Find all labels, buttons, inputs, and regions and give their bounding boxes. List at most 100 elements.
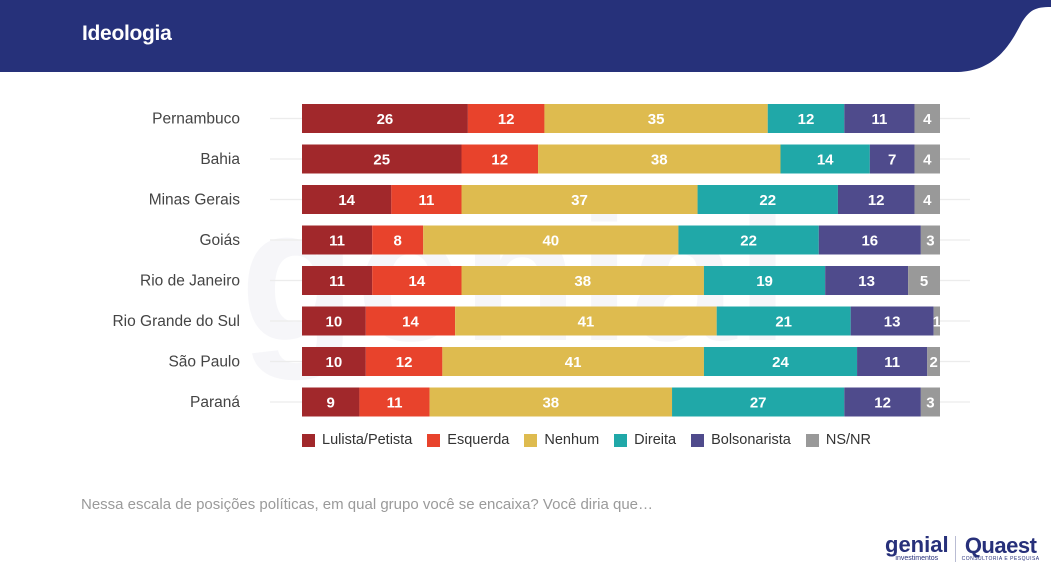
data-label: 26 [377,111,394,128]
quaest-logo-text: Quaest [964,532,1037,558]
data-label: 12 [491,152,508,169]
bar-segment [914,104,940,133]
data-label: 38 [542,395,559,412]
category-label: Goiás [200,232,241,249]
data-label: 11 [329,273,345,290]
data-label: 12 [874,395,891,412]
legend-item: Esquerda [427,432,509,448]
category-label: São Paulo [168,354,240,371]
bar-segment [844,387,921,417]
bar-segment [391,185,462,214]
data-label: 38 [651,152,668,169]
legend-swatch [302,433,315,447]
data-label: 37 [571,192,588,209]
genial-logo: genial investimentos [885,532,949,563]
bar-segment [914,144,940,174]
legend-item: NS/NR [805,432,871,448]
data-label: 40 [542,233,559,250]
bar-segment [703,347,858,376]
bar-segment [544,104,768,133]
chart-legend: Lulista/Petista Esquerda Nenhum Direita Bols… [302,432,886,448]
bar-segment [461,185,698,214]
bar-segment [365,347,443,376]
bar-segment [302,225,373,255]
legend-swatch [805,433,819,447]
category-label: Bahia [200,151,240,168]
bar-segment [716,306,851,336]
bar-segment [850,306,934,336]
genial-logo-text: genial [885,532,949,557]
data-label: 11 [871,111,887,128]
bar-segment [302,387,360,417]
bar-segment [302,144,462,174]
bar-segment [678,225,819,255]
data-label: 19 [756,273,773,290]
bar-segment [857,347,928,376]
data-label: 12 [868,192,885,209]
data-label: 11 [884,354,900,371]
data-label: 11 [329,233,345,250]
legend-swatch [691,433,705,447]
bar-segment [927,347,940,376]
bar-segment [461,144,539,174]
data-label: 3 [926,395,934,412]
logo-divider [954,536,956,562]
bar-segment [302,185,392,214]
data-label: 12 [498,111,515,128]
data-label: 12 [798,111,815,128]
bar-segment [672,387,845,417]
bar-segment [302,306,366,336]
data-label: 22 [740,233,757,250]
bar-segment [359,387,430,417]
quaest-logo-subtext: CONSULTORIA E PESQUISA [961,555,1040,562]
bar-segment [302,347,366,376]
data-label: 10 [326,354,343,371]
data-label: 35 [648,111,665,128]
data-label: 41 [565,354,582,371]
legend-item: Direita [614,432,676,448]
data-label: 13 [884,314,901,331]
data-label: 10 [326,314,343,331]
bar-segment [302,104,468,133]
bar-segment [697,185,838,214]
bar-segment [442,347,704,376]
legend-label: Nenhum [544,432,600,448]
bar-segment [914,185,940,214]
legend-label: Bolsonarista [711,432,791,448]
data-label: 3 [926,233,934,250]
bar-segment [703,266,826,295]
bar-segment [837,185,915,214]
bar-segment [461,266,704,295]
data-label: 7 [888,152,896,169]
data-label: 14 [817,152,834,169]
data-label: 14 [402,314,419,331]
legend-swatch [614,433,628,447]
data-label: 16 [861,233,878,250]
legend-item: Bolsonarista [691,432,791,448]
bar-segment [302,266,373,295]
survey-question: Nessa escala de posições políticas, em q… [81,496,653,513]
data-label: 9 [327,395,335,412]
data-label: 12 [396,354,413,371]
data-label: 2 [929,354,937,371]
data-label: 14 [408,273,425,290]
data-label: 41 [578,314,595,331]
quaest-logo: Quaest CONSULTORIA E PESQUISA [961,532,1040,563]
bar-segment [372,225,424,255]
header-banner: Ideologia [0,0,1051,75]
category-label: Rio de Janeiro [140,273,240,290]
data-label: 11 [387,395,403,412]
legend-swatch [524,433,538,447]
legend-label: NS/NR [825,432,871,448]
data-label: 38 [574,273,591,290]
data-label: 27 [750,395,767,412]
bar-segment [920,225,940,255]
data-label: 21 [775,314,792,331]
legend-item: Nenhum [524,432,599,448]
bar-segment [455,306,717,336]
bar-segment [467,104,545,133]
bar-segment [818,225,921,255]
legend-label: Lulista/Petista [322,432,413,448]
data-label: 1 [933,314,941,331]
data-label: 11 [418,192,434,209]
